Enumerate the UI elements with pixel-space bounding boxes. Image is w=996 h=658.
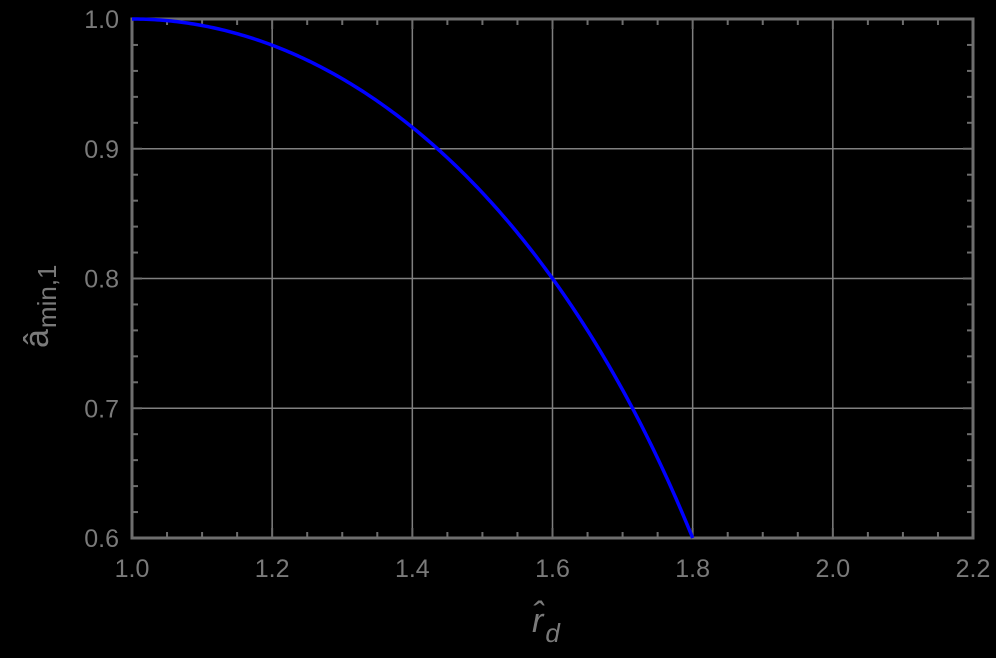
- y-axis-label: âmin,1: [18, 265, 62, 349]
- x-axis-label-sub: d: [545, 618, 561, 648]
- x-tick-label: 2.0: [815, 555, 850, 583]
- x-tick-label: 1.6: [535, 555, 570, 583]
- data-curve: [131, 17, 695, 539]
- x-tick-label: 1.8: [675, 555, 710, 583]
- x-tick-labels: 1.0 1.2 1.4 1.6 1.8 2.0 2.2: [115, 555, 991, 583]
- x-tick-label: 2.2: [956, 555, 991, 583]
- y-axis-label-sub: min,1: [32, 265, 62, 329]
- y-tick-labels: 0.6 0.7 0.8 0.9 1.0: [84, 6, 119, 553]
- x-tick-label: 1.0: [115, 555, 150, 583]
- x-tick-label: 1.2: [255, 555, 290, 583]
- y-tick-label: 0.8: [84, 266, 119, 294]
- x-axis-label-main: r̂: [532, 601, 545, 640]
- x-tick-label: 1.4: [395, 555, 430, 583]
- y-tick-label: 1.0: [84, 6, 119, 34]
- x-axis-label: r̂d: [532, 601, 561, 648]
- plot-frame: [130, 17, 975, 540]
- y-tick-label: 0.6: [84, 525, 119, 553]
- y-tick-label: 0.7: [84, 395, 119, 423]
- y-axis-label-main: â: [18, 329, 56, 348]
- y-tick-label: 0.9: [84, 136, 119, 164]
